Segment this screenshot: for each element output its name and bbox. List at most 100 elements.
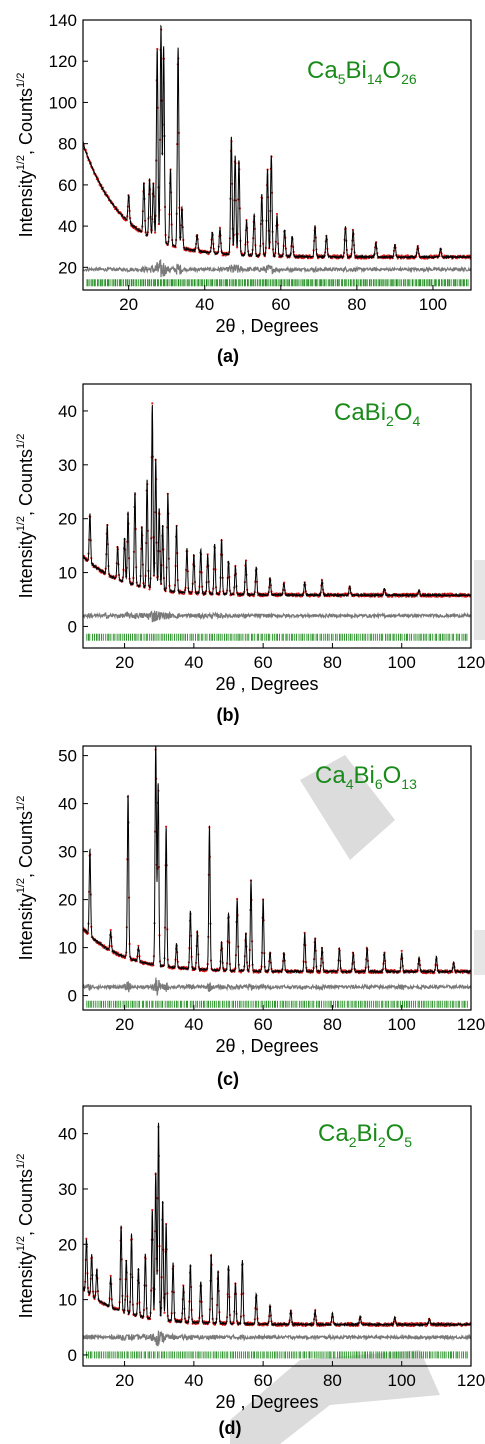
observed-points	[83, 28, 471, 260]
y-axis-title: Intensity1/2, Counts1/2	[15, 796, 36, 961]
compound-formula: Ca4Bi6O13	[315, 762, 417, 792]
y-tick-label: 40	[58, 1125, 77, 1144]
x-tick-label: 100	[388, 1371, 416, 1390]
difference-curve	[83, 977, 471, 996]
x-tick-label: 20	[115, 1371, 134, 1390]
x-tick-label: 80	[323, 1015, 342, 1034]
y-tick-label: 30	[58, 456, 77, 475]
panel-label-a: (a)	[217, 346, 239, 366]
observed-point	[252, 595, 255, 598]
x-tick-label: 40	[184, 653, 203, 672]
x-tick-label: 60	[254, 1371, 273, 1390]
difference-curve	[83, 610, 471, 623]
x-tick-label: 40	[195, 295, 214, 314]
x-tick-label: 20	[119, 295, 138, 314]
x-axis-title: 2θ , Degrees	[215, 674, 318, 694]
y-tick-label: 10	[58, 1291, 77, 1310]
watermark-arrow-d	[230, 1350, 440, 1444]
x-tick-label: 80	[347, 295, 366, 314]
observed-point	[109, 928, 112, 932]
compound-formula: Ca5Bi14O26	[307, 57, 417, 87]
observed-point	[151, 402, 154, 405]
y-tick-label: 20	[58, 510, 77, 529]
watermark-bar-2	[474, 930, 485, 975]
panel-label-b: (b)	[217, 705, 240, 725]
reflection-markers	[86, 279, 469, 287]
observed-point	[148, 588, 151, 591]
observed-point	[196, 593, 199, 596]
observed-point	[275, 212, 279, 216]
x-tick-label: 20	[115, 653, 134, 672]
difference-curve	[83, 1330, 471, 1347]
x-axis-title: 2θ , Degrees	[215, 1392, 318, 1412]
x-tick-label: 120	[457, 653, 485, 672]
reflection-markers	[86, 1000, 468, 1008]
watermark-bar-1	[474, 560, 485, 640]
y-tick-label: 50	[58, 747, 77, 766]
x-axis-title: 2θ , Degrees	[215, 316, 318, 336]
y-tick-label: 120	[49, 52, 77, 71]
plot-area	[83, 1122, 471, 1359]
y-tick-label: 10	[58, 564, 77, 583]
y-tick-label: 40	[58, 402, 77, 421]
y-axis-title: Intensity1/2, Counts1/2	[15, 434, 36, 599]
observed-point	[400, 949, 403, 953]
y-tick-label: 30	[58, 1180, 77, 1199]
difference-curve	[83, 259, 471, 278]
x-tick-label: 80	[323, 653, 342, 672]
x-tick-label: 120	[457, 1371, 485, 1390]
plot-area	[83, 402, 471, 641]
y-tick-label: 80	[58, 135, 77, 154]
x-tick-label: 100	[388, 1015, 416, 1034]
reflection-markers	[86, 633, 468, 641]
chart-panel-c: 20 40 60 80 100 120 0 10 20 30 40 50 2θ , Degrees Int…	[15, 745, 485, 1056]
y-tick-label: 30	[58, 843, 77, 862]
chart-panel-b: 20 40 60 80 100 120 0 10 20 30 40 2θ , Degrees Inten…	[15, 383, 485, 694]
calculated-curve	[83, 1122, 471, 1328]
y-tick-label: 20	[58, 258, 77, 277]
x-tick-label: 40	[184, 1371, 203, 1390]
y-tick-label: 20	[58, 891, 77, 910]
observed-points	[83, 1125, 471, 1328]
x-axis-title: 2θ , Degrees	[215, 1036, 318, 1056]
observed-point	[151, 1208, 154, 1212]
x-tick-label: 80	[323, 1371, 342, 1390]
observed-point	[236, 246, 239, 249]
x-tick-label: 100	[388, 653, 416, 672]
x-tick-label: 100	[419, 295, 447, 314]
y-tick-label: 100	[49, 93, 77, 112]
y-tick-label: 0	[68, 1346, 77, 1365]
plot-frame	[82, 19, 472, 291]
y-tick-label: 40	[58, 217, 77, 236]
y-tick-label: 140	[49, 11, 77, 30]
y-tick-label: 60	[58, 176, 77, 195]
observed-point	[137, 944, 140, 947]
x-tick-label: 60	[254, 1015, 273, 1034]
x-tick-label: 120	[457, 1015, 485, 1034]
plot-area	[83, 746, 471, 1008]
watermark-arrow-c	[300, 755, 395, 860]
x-tick-label: 60	[271, 295, 290, 314]
chart-panel-a: 20 40 60 80 100 20 40 60 80 100 120 140 2θ , Degrees…	[15, 11, 472, 336]
x-tick-label: 20	[115, 1015, 134, 1034]
calculated-curve	[83, 24, 471, 260]
plot-frame	[82, 1105, 472, 1367]
compound-formula: CaBi2O4	[334, 399, 421, 429]
plot-frame	[82, 383, 472, 649]
panel-label-d: (d)	[219, 1418, 242, 1438]
observed-point	[163, 1311, 166, 1314]
x-tick-label: 60	[254, 653, 273, 672]
y-tick-label: 40	[58, 795, 77, 814]
observed-point	[430, 254, 433, 257]
y-tick-label: 10	[58, 939, 77, 958]
y-tick-label: 0	[68, 617, 77, 636]
y-tick-label: 0	[68, 987, 77, 1006]
x-tick-label: 40	[184, 1015, 203, 1034]
panel-label-c: (c)	[217, 1069, 239, 1089]
chart-panel-d: 20 40 60 80 100 120 0 10 20 30 40 2θ , Degrees Inten…	[15, 1105, 485, 1412]
y-axis-title: Intensity1/2, Counts1/2	[15, 1154, 36, 1319]
compound-formula: Ca2Bi2O5	[318, 1120, 412, 1150]
y-tick-label: 20	[58, 1235, 77, 1254]
